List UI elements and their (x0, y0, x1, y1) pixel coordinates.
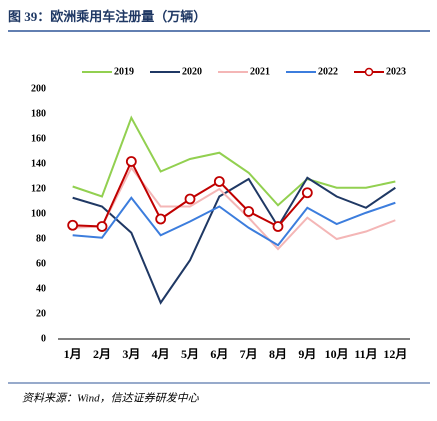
x-tick-label: 5月 (181, 347, 199, 361)
legend-label: 2019 (114, 66, 134, 77)
x-tick-label: 9月 (298, 347, 316, 361)
point-marker (125, 156, 137, 167)
y-tick-label: 120 (31, 183, 46, 194)
series-line (72, 176, 396, 305)
point-marker (243, 206, 255, 217)
y-tick-label: 160 (31, 133, 46, 144)
y-tick-label: 100 (31, 208, 46, 219)
x-tick-label: 8月 (269, 347, 287, 361)
y-tick-label: 180 (31, 108, 46, 119)
x-tick-label: 3月 (122, 347, 140, 361)
legend-label: 2020 (182, 66, 202, 77)
x-tick-label: 7月 (240, 347, 258, 361)
x-tick-label: 10月 (325, 347, 349, 361)
y-tick-label: 60 (36, 258, 46, 269)
y-tick-label: 140 (31, 158, 46, 169)
point-marker (301, 187, 313, 199)
legend-label: 2022 (318, 66, 338, 77)
point-marker (213, 176, 225, 187)
y-tick-label: 40 (36, 283, 46, 294)
x-tick-label: 12月 (383, 347, 407, 361)
legend-label: 2021 (250, 66, 270, 77)
series-line (72, 196, 396, 247)
series-line (72, 115, 396, 207)
legend-marker (364, 67, 374, 77)
series-line (72, 165, 396, 251)
y-tick-label: 20 (36, 308, 46, 319)
source: 资料来源：Wind，信达证券研发中心 (22, 392, 200, 405)
x-tick-label: 6月 (210, 347, 228, 361)
y-tick-label: 200 (31, 83, 46, 94)
x-tick-label: 4月 (152, 347, 170, 361)
y-tick-label: 80 (36, 233, 46, 244)
chart-title: 图 39：欧洲乘用车注册量（万辆） (8, 9, 206, 24)
y-tick-label: 0 (41, 333, 46, 344)
point-marker (272, 221, 284, 232)
point-marker (96, 221, 108, 232)
point-marker (67, 219, 79, 231)
x-tick-label: 1月 (64, 347, 82, 361)
legend-label: 2023 (386, 66, 406, 77)
point-marker (155, 213, 167, 225)
x-tick-label: 2月 (93, 347, 111, 361)
x-tick-label: 11月 (354, 347, 377, 361)
point-marker (184, 193, 196, 205)
